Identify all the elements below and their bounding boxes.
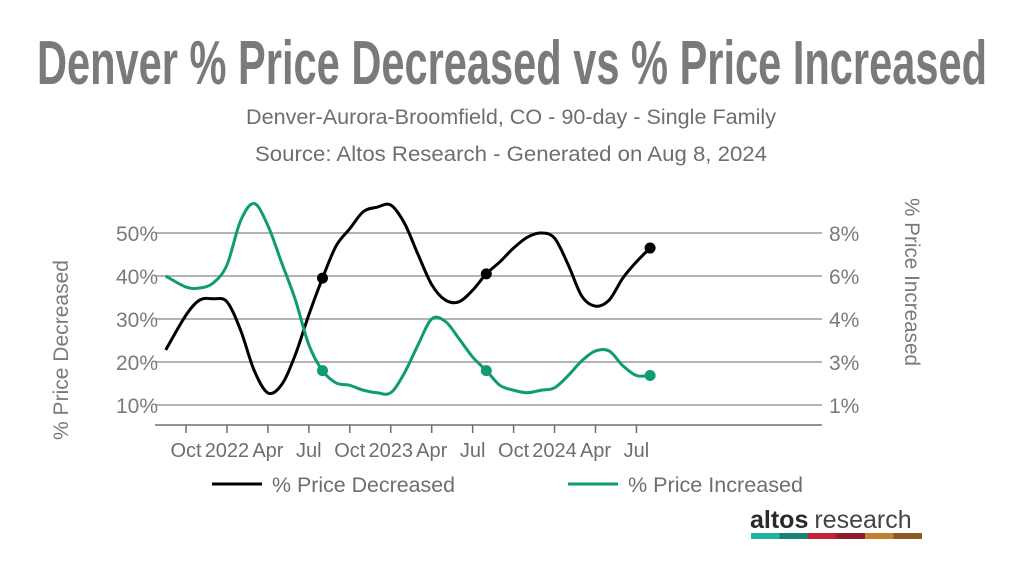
legend-item-price-decreased[interactable]: % Price Decreased	[212, 474, 455, 497]
x-tick-label: 2024	[532, 440, 577, 462]
y-axis-left: 50% 40% 30% 20% 10%	[116, 223, 158, 418]
legend-label-price-increased: % Price Increased	[628, 474, 803, 497]
y-tick-label-right: 3%	[829, 352, 859, 375]
logo-text-light: research	[814, 506, 911, 534]
y-tick-label-right: 6%	[829, 266, 859, 289]
y-tick-label-left: 40%	[116, 266, 158, 289]
logo-stripe-segment	[893, 533, 922, 539]
gridlines	[155, 232, 822, 406]
data-point-marker	[644, 370, 656, 382]
x-tick-label: 2022	[205, 440, 250, 462]
legend-item-price-increased[interactable]: % Price Increased	[568, 474, 803, 497]
y-tick-label-right: 1%	[829, 395, 859, 418]
chart-subtitle: Denver-Aurora-Broomfield, CO - 90-day - …	[246, 106, 777, 129]
x-tick-label: Apr	[416, 440, 447, 462]
data-point-marker	[317, 365, 328, 377]
logo-stripe	[751, 533, 922, 539]
data-point-marker	[480, 268, 492, 280]
legend-label-price-decreased: % Price Decreased	[272, 474, 455, 497]
legend: % Price Decreased % Price Increased	[212, 474, 803, 497]
x-tick-label: Apr	[580, 440, 611, 462]
logo-stripe-segment	[808, 533, 837, 539]
logo-stripe-segment	[836, 533, 865, 539]
data-point-marker	[480, 365, 492, 377]
x-tick-label: Jul	[296, 440, 322, 462]
logo-stripe-segment	[865, 533, 894, 539]
logo-stripe-segment	[751, 533, 780, 539]
y-tick-label-left: 30%	[116, 309, 158, 332]
x-tick-label: Oct	[498, 440, 530, 462]
y-tick-label-left: 20%	[116, 352, 158, 375]
x-axis: Oct 2022 Apr Jul Oct 2023 Apr Jul Oct 2024 Apr Jul	[170, 425, 649, 462]
series-line-price-increased	[164, 202, 651, 396]
y-tick-label-right: 8%	[829, 223, 859, 246]
y-axis-left-label: % Price Decreased	[50, 260, 73, 440]
chart-source: Source: Altos Research - Generated on Au…	[255, 143, 767, 166]
chart-title: Denver % Price Decreased vs % Price Incr…	[37, 29, 987, 98]
series-layer	[164, 202, 656, 396]
y-tick-label-left: 10%	[116, 395, 158, 418]
y-axis-right-label: % Price Increased	[900, 198, 923, 366]
altos-logo: altos research	[750, 506, 922, 539]
y-tick-label-left: 50%	[116, 223, 158, 246]
x-tick-label: 2023	[369, 440, 414, 462]
x-tick-label: Apr	[252, 440, 283, 462]
y-tick-label-right: 4%	[829, 309, 859, 332]
x-tick-label: Oct	[170, 440, 202, 462]
x-tick-label: Oct	[334, 440, 366, 462]
logo-stripe-segment	[779, 533, 808, 539]
series-line-price-decreased	[164, 202, 652, 396]
data-point-marker	[317, 272, 328, 284]
logo-text-bold: altos	[750, 506, 808, 534]
x-tick-label: Jul	[460, 440, 486, 462]
y-axis-right: 8% 6% 4% 3% 1%	[829, 223, 859, 418]
data-point-marker	[644, 242, 656, 254]
x-tick-label: Jul	[624, 440, 650, 462]
